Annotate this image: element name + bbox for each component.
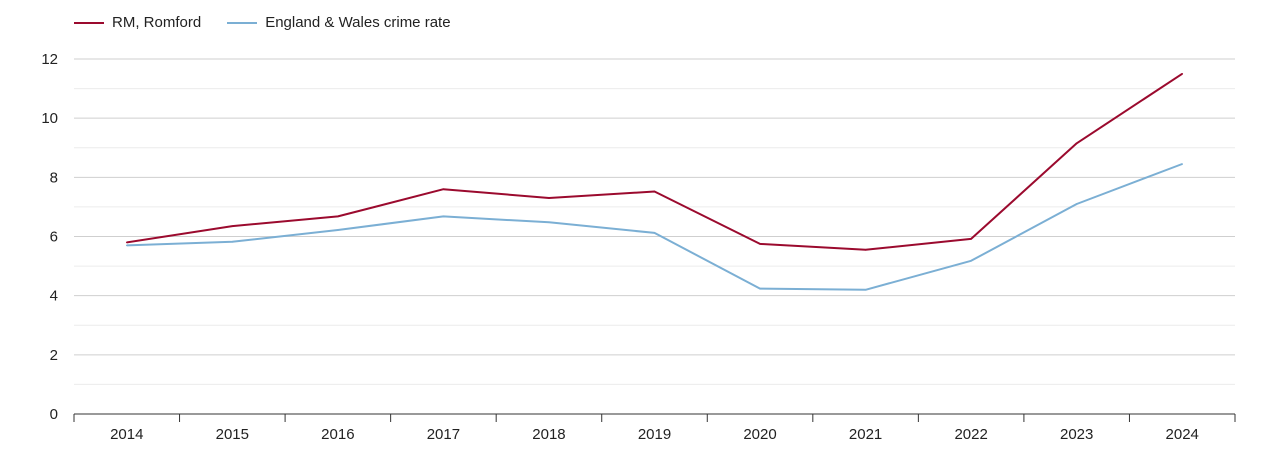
series-line-england-wales-crime-rate [126, 163, 1183, 291]
x-tick-label: 2016 [321, 426, 354, 443]
x-tick-label: 2021 [849, 426, 882, 443]
y-tick-label: 10 [41, 110, 58, 127]
x-tick-label: 2023 [1060, 426, 1093, 443]
y-tick-label: 2 [50, 347, 58, 364]
data-point-rm-romford [231, 225, 234, 227]
data-point-rm-romford [653, 190, 656, 193]
data-point-england-wales-crime-rate [653, 232, 656, 234]
y-tick-label: 8 [50, 169, 58, 186]
data-point-england-wales-crime-rate [125, 244, 128, 247]
data-point-rm-romford [864, 249, 867, 251]
y-tick-label: 6 [50, 229, 58, 246]
legend-item-romford[interactable]: RM, Romford [74, 14, 201, 31]
data-point-england-wales-crime-rate [1075, 203, 1078, 205]
data-point-rm-romford [970, 238, 972, 240]
legend-label-romford: RM, Romford [112, 14, 202, 31]
y-tick-label: 0 [50, 406, 58, 423]
data-point-england-wales-crime-rate [337, 229, 339, 231]
legend-swatch-england-wales [227, 21, 258, 24]
data-point-england-wales-crime-rate [548, 221, 550, 224]
x-tick-label: 2018 [532, 426, 565, 443]
legend-item-england-wales[interactable]: England & Wales crime rate [227, 14, 451, 31]
data-point-rm-romford [1075, 142, 1078, 145]
legend-label-england-wales: England & Wales crime rate [265, 14, 451, 31]
x-tick-label: 2022 [954, 426, 987, 443]
legend-swatch-romford [74, 21, 104, 24]
data-point-england-wales-crime-rate [442, 215, 445, 218]
data-point-england-wales-crime-rate [231, 241, 234, 243]
data-point-rm-romford [759, 243, 761, 245]
x-tick-label: 2015 [216, 426, 249, 443]
x-tick-label: 2024 [1166, 426, 1199, 443]
legend: RM, Romford England & Wales crime rate [74, 14, 477, 31]
data-point-england-wales-crime-rate [759, 287, 761, 290]
x-tick-label: 2020 [743, 426, 776, 443]
data-point-rm-romford [337, 215, 339, 218]
data-point-england-wales-crime-rate [970, 259, 972, 262]
x-tick-label: 2019 [638, 426, 671, 443]
x-tick-label: 2014 [110, 426, 143, 443]
data-point-rm-romford [442, 188, 445, 190]
x-tick-label: 2017 [427, 426, 460, 443]
data-point-england-wales-crime-rate [1181, 163, 1184, 165]
data-point-rm-romford [125, 241, 128, 244]
series-line-rm-romford [126, 72, 1183, 251]
y-tick-label: 12 [41, 51, 58, 68]
data-point-england-wales-crime-rate [864, 288, 867, 291]
y-tick-label: 4 [50, 288, 58, 305]
data-point-rm-romford [548, 197, 550, 199]
data-point-rm-romford [1181, 72, 1184, 75]
